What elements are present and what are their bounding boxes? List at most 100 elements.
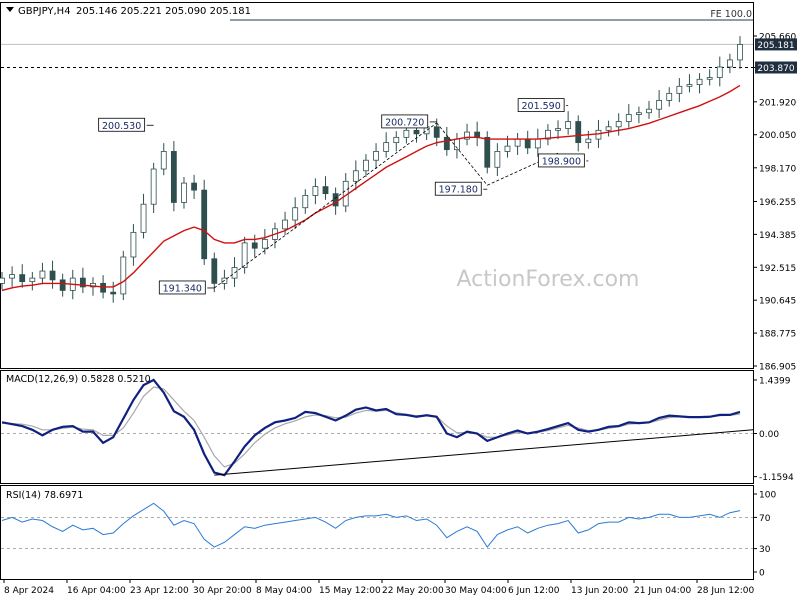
rsi-layer: 100 70 30 0 xyxy=(1,491,776,579)
candle-body xyxy=(150,168,157,205)
candle-body xyxy=(545,129,551,140)
macd-line xyxy=(1,378,741,477)
rsi-y-tick-label: 100 xyxy=(759,491,776,501)
candle-body xyxy=(352,170,359,182)
price-pane-frame xyxy=(0,2,754,369)
candle-body xyxy=(9,274,16,279)
annotation-box xyxy=(537,153,585,168)
candle-body xyxy=(666,92,673,101)
annotation-label: 198.900 xyxy=(542,156,581,167)
annotation-label: 191.340 xyxy=(163,283,202,294)
candle-body xyxy=(636,112,642,115)
x-tick-label: 15 May 12:00 xyxy=(319,586,381,596)
x-tick-label: 30 May 04:00 xyxy=(445,586,507,596)
candle-body xyxy=(585,138,592,144)
candle-body xyxy=(322,186,329,195)
x-axis: 8 Apr 2024 16 Apr 04:00 23 Apr 12:00 30 Apr… xyxy=(3,579,754,596)
price-y-tick-label: 192.515 xyxy=(759,264,796,274)
candle-body xyxy=(565,121,572,129)
candle-body xyxy=(403,129,410,138)
trend-line xyxy=(436,122,488,186)
candle-body xyxy=(605,126,612,131)
annotation-label: 200.530 xyxy=(102,121,141,132)
candle-body xyxy=(656,99,663,110)
annotation-box xyxy=(517,98,565,113)
candle-body xyxy=(39,270,46,279)
x-tick-label: 30 Apr 20:00 xyxy=(193,586,252,596)
candle-body xyxy=(393,136,400,144)
candle-body xyxy=(726,59,733,68)
candle-body xyxy=(534,138,541,149)
x-tick-label: 13 Jun 20:00 xyxy=(571,586,628,596)
candle-body xyxy=(181,182,187,203)
candle-body xyxy=(110,291,117,295)
candle-body xyxy=(363,159,369,172)
candle-body xyxy=(251,242,258,249)
rsi-y-tick-label: 0 xyxy=(759,569,765,579)
price-y-tick-label: 194.385 xyxy=(759,231,796,241)
candle-body xyxy=(120,256,127,295)
price-y-tick-label: 188.775 xyxy=(759,330,796,340)
rsi-y-tick-label: 30 xyxy=(759,545,771,555)
annotation-box xyxy=(434,181,482,196)
price-y-tick-label: 190.645 xyxy=(759,297,796,307)
candle-body xyxy=(443,136,450,151)
candle-body xyxy=(302,195,309,209)
candle-body xyxy=(201,189,208,260)
candle-body xyxy=(716,66,723,78)
candle-body xyxy=(383,142,390,152)
trend-line xyxy=(214,122,437,289)
x-tick-label: 8 Apr 2024 xyxy=(4,586,54,596)
macd-pane-frame xyxy=(0,370,754,484)
ohlc-label: 205.146 205.221 205.090 205.181 xyxy=(76,6,251,17)
price-y-tick-label: 200.050 xyxy=(759,131,796,141)
candle-body xyxy=(676,85,683,94)
candle-body xyxy=(29,277,36,283)
annotation-label: 200.720 xyxy=(385,117,424,128)
candle-body xyxy=(160,151,167,170)
x-tick-label: 8 May 04:00 xyxy=(256,586,312,596)
price-y-tick-label: 196.255 xyxy=(759,198,796,208)
candle-body xyxy=(595,129,602,140)
candle-body xyxy=(100,282,106,293)
candle-body xyxy=(79,277,86,288)
candle-body xyxy=(211,258,218,284)
candle-body xyxy=(706,77,713,80)
price-y-tick-label: 186.905 xyxy=(759,363,796,373)
trend-line xyxy=(487,152,559,186)
candle-body xyxy=(484,136,491,168)
candle-body xyxy=(312,186,319,196)
candle-body xyxy=(59,279,66,291)
candle-body xyxy=(413,129,420,135)
x-tick-label: 16 Apr 04:00 xyxy=(67,586,126,596)
macd-label: MACD(12,26,9) 0.5828 0.5210 xyxy=(6,374,151,385)
candle-body xyxy=(170,151,177,203)
macd-y-tick-label: 0.00 xyxy=(759,430,779,440)
candle-body xyxy=(504,145,511,152)
candle-body xyxy=(615,121,622,128)
candle-body xyxy=(646,108,652,114)
candle-body xyxy=(130,231,137,258)
annotation-box xyxy=(158,280,206,295)
candle-body xyxy=(292,207,299,221)
dropdown-triangle-icon[interactable] xyxy=(6,7,14,12)
candle-body xyxy=(625,114,632,122)
macd-y-tick-label: -1.1594 xyxy=(759,473,794,483)
candle-body xyxy=(474,131,481,138)
price-layer: 205.660 203.870 201.920 200.050 198.170 196.2… xyxy=(0,19,797,373)
annotation-label: 197.180 xyxy=(439,185,478,196)
candle-body xyxy=(514,138,521,147)
symbol-label: GBPJPY,H4 xyxy=(18,6,71,17)
candle-body xyxy=(464,131,470,140)
candle-body xyxy=(19,274,26,283)
rsi-line xyxy=(1,502,741,548)
annotation-box xyxy=(381,114,429,129)
candle-body xyxy=(686,84,693,87)
candle-body xyxy=(433,126,440,138)
candle-body xyxy=(555,128,561,131)
candle-body xyxy=(282,219,288,230)
candle-body xyxy=(696,78,703,85)
macd-layer: 1.4399 0.00 -1.1594 xyxy=(1,376,794,483)
